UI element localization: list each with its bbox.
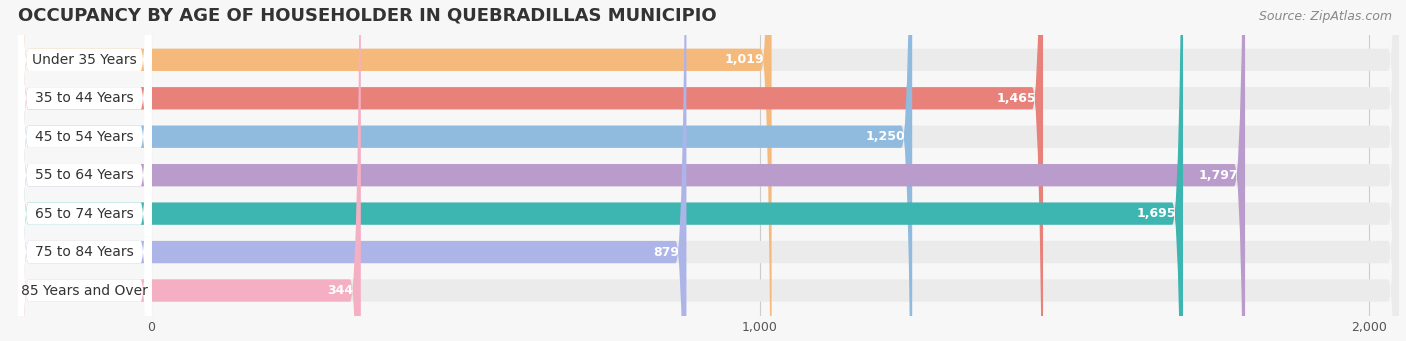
FancyBboxPatch shape [18,0,1246,341]
Text: Source: ZipAtlas.com: Source: ZipAtlas.com [1258,10,1392,23]
FancyBboxPatch shape [18,0,1399,341]
FancyBboxPatch shape [18,0,1399,341]
FancyBboxPatch shape [18,0,1399,341]
FancyBboxPatch shape [18,0,361,341]
FancyBboxPatch shape [18,0,1399,341]
Text: 1,465: 1,465 [995,92,1036,105]
Text: Under 35 Years: Under 35 Years [32,53,136,67]
FancyBboxPatch shape [18,0,1399,341]
FancyBboxPatch shape [18,0,152,341]
Text: 1,797: 1,797 [1198,169,1237,182]
FancyBboxPatch shape [18,0,1399,341]
FancyBboxPatch shape [18,0,152,341]
Text: 1,019: 1,019 [724,53,765,66]
Text: 85 Years and Over: 85 Years and Over [21,283,148,297]
FancyBboxPatch shape [18,0,152,341]
FancyBboxPatch shape [18,0,1182,341]
Text: 344: 344 [328,284,353,297]
FancyBboxPatch shape [18,0,152,341]
FancyBboxPatch shape [18,0,1043,341]
FancyBboxPatch shape [18,0,152,341]
Text: 1,250: 1,250 [865,130,905,143]
FancyBboxPatch shape [18,0,152,341]
Text: 45 to 54 Years: 45 to 54 Years [35,130,134,144]
Text: OCCUPANCY BY AGE OF HOUSEHOLDER IN QUEBRADILLAS MUNICIPIO: OCCUPANCY BY AGE OF HOUSEHOLDER IN QUEBR… [18,7,716,25]
FancyBboxPatch shape [18,0,772,341]
Text: 879: 879 [654,246,679,258]
FancyBboxPatch shape [18,0,152,341]
FancyBboxPatch shape [18,0,912,341]
Text: 65 to 74 Years: 65 to 74 Years [35,207,134,221]
Text: 1,695: 1,695 [1136,207,1175,220]
Text: 75 to 84 Years: 75 to 84 Years [35,245,134,259]
Text: 55 to 64 Years: 55 to 64 Years [35,168,134,182]
FancyBboxPatch shape [18,0,1399,341]
FancyBboxPatch shape [18,0,686,341]
Text: 35 to 44 Years: 35 to 44 Years [35,91,134,105]
